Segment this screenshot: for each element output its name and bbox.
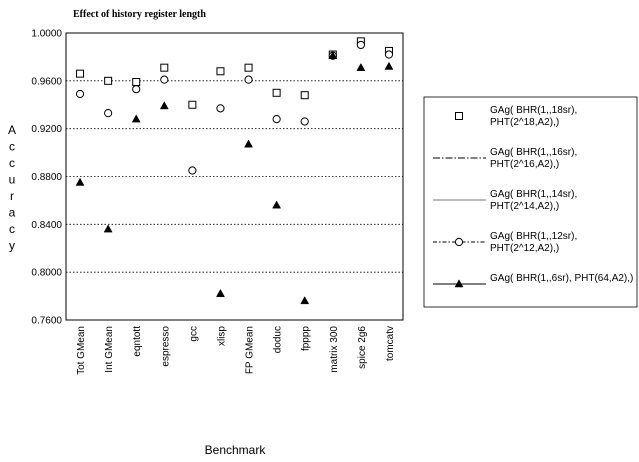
legend-box bbox=[423, 96, 638, 308]
legend-label: GAg( BHR(1,,18sr), bbox=[490, 105, 577, 116]
data-point-square bbox=[216, 67, 225, 76]
data-point-circle bbox=[454, 237, 464, 247]
chart-title: Effect of history register length bbox=[73, 9, 206, 20]
data-point-circle bbox=[244, 75, 253, 84]
legend-item: GAg( BHR(1,,12sr),PHT(2^12,A2),) bbox=[433, 231, 577, 254]
legend-label: GAg( BHR(1,,16sr), bbox=[490, 147, 577, 158]
data-point-triangle bbox=[159, 101, 169, 110]
data-point-triangle bbox=[216, 288, 225, 297]
data-point-triangle bbox=[131, 114, 141, 123]
data-point-square bbox=[104, 76, 113, 85]
data-point-square bbox=[160, 63, 169, 72]
y-axis-title-letter: c bbox=[9, 156, 15, 170]
x-tick-label: Int GMean bbox=[104, 326, 115, 373]
y-axis-title-letter: r bbox=[10, 189, 14, 203]
data-point-square bbox=[244, 63, 253, 72]
data-point-triangle bbox=[244, 139, 253, 148]
gridlines bbox=[66, 80, 403, 273]
legend-item: GAg( BHR(1,,18sr),PHT(2^18,A2),) bbox=[455, 105, 577, 128]
y-axis-title-letter: y bbox=[9, 239, 15, 253]
data-point-circle bbox=[272, 115, 281, 124]
data-point-triangle bbox=[356, 62, 366, 71]
data-point-triangle bbox=[384, 61, 394, 70]
y-axis-title-letter: c bbox=[9, 140, 15, 154]
data-point-circle bbox=[160, 75, 169, 84]
x-tick-label: matrix 300 bbox=[329, 326, 340, 373]
x-tick-label: tomcatv bbox=[385, 326, 396, 361]
y-tick-label: 0.8400 bbox=[31, 220, 62, 231]
data-point-circle bbox=[216, 104, 225, 113]
data-point-triangle bbox=[75, 177, 85, 186]
legend-item: GAg( BHR(1,,14sr),PHT(2^14,A2),) bbox=[433, 189, 577, 212]
data-point-triangle bbox=[300, 296, 310, 305]
x-tick-label: fpppp bbox=[301, 326, 312, 351]
y-tick-labels: 0.7600 0.8000 0.8400 0.8800 0.9200 0.9600 1.00… bbox=[31, 29, 62, 327]
legend-label-line2: PHT(2^14,A2),) bbox=[490, 201, 559, 212]
data-point-square bbox=[455, 112, 463, 120]
plot-area: 0.7600 0.8000 0.8400 0.8800 0.9200 0.9600 1.00… bbox=[31, 29, 404, 375]
legend: GAg( BHR(1,,18sr),PHT(2^18,A2),)GAg( BHR… bbox=[423, 96, 638, 308]
y-axis-title-letter: c bbox=[9, 222, 15, 236]
data-points bbox=[75, 37, 394, 305]
legend-label: GAg( BHR(1,,14sr), bbox=[490, 189, 577, 200]
data-point-circle bbox=[132, 85, 141, 94]
y-tick-label: 0.9200 bbox=[31, 124, 62, 135]
x-tick-label: gcc bbox=[188, 326, 199, 342]
legend-label-line2: PHT(2^12,A2),) bbox=[490, 243, 559, 254]
legend-item: GAg( BHR(1,,6sr), PHT(64,A2),) bbox=[433, 273, 633, 288]
data-point-circle bbox=[356, 40, 365, 50]
data-point-square bbox=[132, 78, 141, 87]
data-point-square bbox=[188, 100, 197, 109]
legend-item: GAg( BHR(1,,16sr),PHT(2^16,A2),) bbox=[433, 147, 577, 170]
data-point-circle bbox=[188, 166, 197, 175]
data-point-triangle bbox=[272, 200, 282, 209]
x-axis-title: Benchmark bbox=[205, 443, 267, 457]
data-point-circle bbox=[384, 50, 394, 59]
x-tick-label: Tot GMean bbox=[76, 326, 87, 375]
y-axis-title-letter: u bbox=[9, 173, 16, 187]
data-point-triangle bbox=[103, 224, 113, 233]
legend-items: GAg( BHR(1,,18sr),PHT(2^18,A2),)GAg( BHR… bbox=[433, 105, 633, 288]
y-tick-label: 0.8800 bbox=[31, 172, 62, 183]
x-tick-label: FP GMean bbox=[245, 326, 256, 374]
y-tick-label: 0.8000 bbox=[31, 268, 62, 279]
data-point-triangle bbox=[454, 279, 464, 288]
legend-label-line2: PHT(2^16,A2),) bbox=[490, 159, 559, 170]
x-tick-label: xlisp bbox=[216, 326, 227, 346]
data-point-square bbox=[300, 91, 309, 100]
x-tick-label: spice 2g6 bbox=[357, 326, 368, 369]
y-tick-label: 0.7600 bbox=[31, 316, 62, 327]
x-tick-labels: Tot GMean Int GMean eqntott espresso gcc xlis… bbox=[76, 326, 396, 375]
data-point-circle bbox=[75, 89, 85, 99]
data-point-circle bbox=[104, 109, 113, 118]
legend-label-line2: PHT(2^18,A2),) bbox=[490, 117, 559, 128]
legend-label: GAg( BHR(1,,12sr), bbox=[490, 231, 577, 242]
legend-label: GAg( BHR(1,,6sr), PHT(64,A2),) bbox=[490, 273, 633, 284]
x-tick-label: doduc bbox=[273, 326, 284, 353]
x-tick-label: eqntott bbox=[132, 326, 143, 357]
y-tick-label: 1.0000 bbox=[31, 29, 62, 40]
x-tick-label: espresso bbox=[160, 326, 171, 367]
data-point-square bbox=[76, 69, 85, 78]
data-point-circle bbox=[300, 117, 309, 126]
data-point-triangle bbox=[328, 51, 338, 59]
y-axis-title-letter: a bbox=[9, 206, 16, 220]
y-axis-title-letter: A bbox=[8, 123, 16, 137]
data-point-square bbox=[272, 88, 281, 97]
y-tick-label: 0.9600 bbox=[31, 76, 62, 87]
